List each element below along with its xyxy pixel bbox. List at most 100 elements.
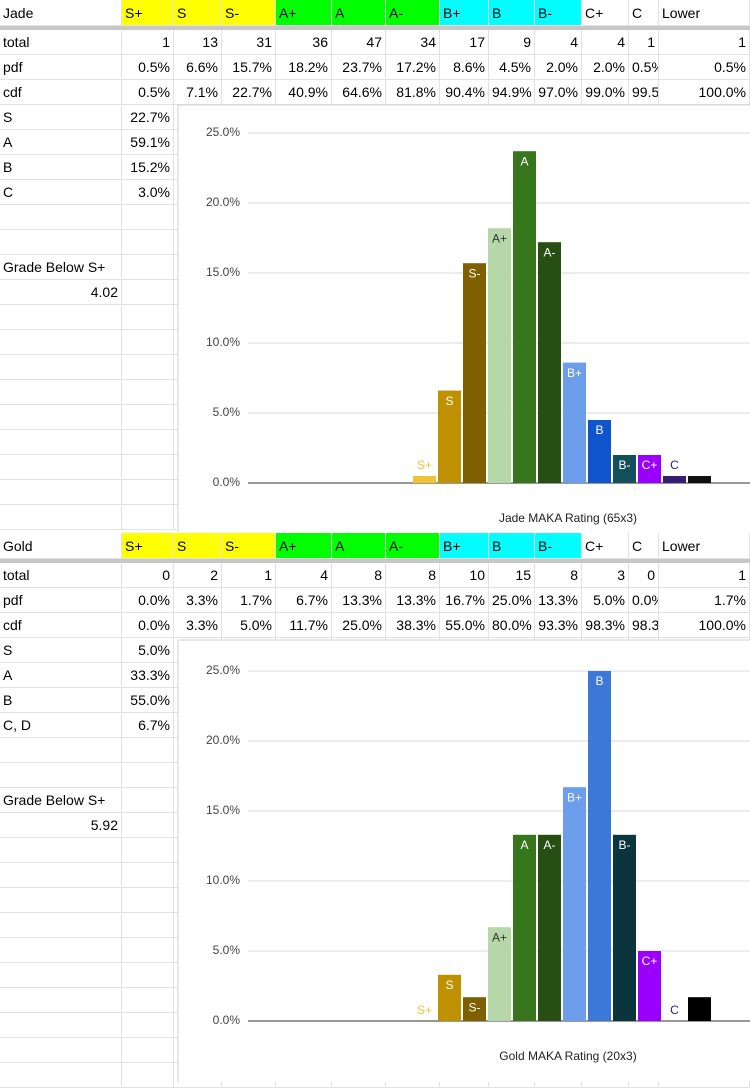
cell: [0, 1013, 122, 1038]
cell-text: 0.5%: [122, 80, 174, 105]
cell-text: 6.6%: [174, 55, 222, 80]
header-cell: Jade: [0, 0, 122, 26]
cell-text: 8: [535, 563, 582, 588]
header-cell: S-: [222, 533, 276, 559]
bar: [513, 151, 536, 483]
freeze-separator: [0, 26, 750, 30]
bar-label: A-: [544, 245, 556, 259]
bar: [688, 997, 711, 1021]
header-cell: A-: [386, 0, 440, 26]
cell: [122, 1013, 174, 1038]
header-cell: S: [174, 533, 222, 559]
cell-text: pdf: [0, 55, 122, 80]
cell-text: cdf: [0, 80, 122, 105]
header-cell: A-: [386, 533, 440, 559]
y-tick-label: 15.0%: [206, 803, 240, 817]
cell-text: 15.7%: [222, 55, 276, 80]
cell: [0, 863, 122, 888]
cell: [122, 405, 174, 430]
cell-text: 8: [332, 563, 386, 588]
cell-text: 31: [222, 30, 276, 55]
cell: [122, 305, 174, 330]
bar-label: S+: [417, 458, 432, 472]
cell: [122, 230, 174, 255]
header-cell: S: [174, 0, 222, 26]
cell: [122, 280, 174, 305]
bar-label: S: [445, 394, 453, 408]
cell: [0, 988, 122, 1013]
bar-label: B-: [619, 838, 631, 852]
cell: [0, 838, 122, 863]
bar: [488, 927, 511, 1021]
bar-label: S+: [417, 1003, 432, 1017]
y-tick-label: 5.0%: [213, 943, 241, 957]
cell-text: 11.7%: [276, 613, 332, 638]
cell-text: Grade Below S+: [0, 255, 122, 280]
cell-text: 33.3%: [122, 663, 174, 688]
cell-text: 4: [276, 563, 332, 588]
cell-text: 5.0%: [222, 613, 276, 638]
cell-text: 4.5%: [489, 55, 535, 80]
y-tick-label: 10.0%: [206, 335, 240, 349]
cell-text: 4.02: [0, 280, 122, 305]
cell: [122, 913, 174, 938]
cell-text: Grade Below S+: [0, 788, 122, 813]
bar-label: A-: [544, 838, 556, 852]
cell-text: A: [0, 663, 122, 688]
bar-label: C+: [642, 954, 658, 968]
header-cell: S-: [222, 0, 276, 26]
cell-text: 17: [440, 30, 489, 55]
freeze-separator: [0, 559, 750, 563]
cell-text: 59.1%: [122, 130, 174, 155]
x-axis-title: Jade MAKA Rating (65x3): [499, 511, 637, 525]
cell-text: total: [0, 30, 122, 55]
cell: [122, 330, 174, 355]
cell-text: 36: [276, 30, 332, 55]
cell-text: 0.0%: [122, 613, 174, 638]
cell-text: 13.3%: [535, 588, 582, 613]
header-cell: A: [332, 0, 386, 26]
cell-text: 1: [629, 30, 659, 55]
cell: [0, 763, 122, 788]
cell-text: 93.3%: [535, 613, 582, 638]
bar-label: B+: [567, 790, 582, 804]
cell-text: S: [0, 105, 122, 130]
cell-text: 16.7%: [440, 588, 489, 613]
cell: [0, 480, 122, 505]
y-tick-label: 5.0%: [213, 405, 241, 419]
bar: [663, 476, 686, 483]
bar: [563, 787, 586, 1021]
y-tick-label: 20.0%: [206, 733, 240, 747]
cell-text: 25.0%: [489, 588, 535, 613]
cell-text: 5.0%: [582, 588, 629, 613]
cell-text: 47: [332, 30, 386, 55]
bar: [688, 476, 711, 483]
y-tick-label: 10.0%: [206, 873, 240, 887]
cell-text: 25.0%: [332, 613, 386, 638]
cell-text: 2: [174, 563, 222, 588]
header-cell: C+: [582, 533, 629, 559]
cell-text: S: [0, 638, 122, 663]
cell: [122, 355, 174, 380]
bar-label: B: [595, 674, 603, 688]
y-tick-label: 0.0%: [213, 1013, 241, 1027]
cell-text: 3: [582, 563, 629, 588]
cell-text: 6.7%: [276, 588, 332, 613]
cell-text: 3.0%: [122, 180, 174, 205]
y-tick-label: 15.0%: [206, 265, 240, 279]
header-cell: S+: [122, 533, 174, 559]
cell-text: C, D: [0, 713, 122, 738]
cell-text: cdf: [0, 613, 122, 638]
cell-text: 10: [440, 563, 489, 588]
cell: [0, 738, 122, 763]
cell-text: 0: [122, 563, 174, 588]
bar-label: B: [595, 423, 603, 437]
header-cell: Lower: [659, 0, 750, 26]
cell: [122, 788, 174, 813]
bar: [638, 951, 661, 1021]
bar: [588, 420, 611, 483]
bar-label: A: [520, 154, 528, 168]
cell-text: 34: [386, 30, 440, 55]
cell-text: 13.3%: [386, 588, 440, 613]
